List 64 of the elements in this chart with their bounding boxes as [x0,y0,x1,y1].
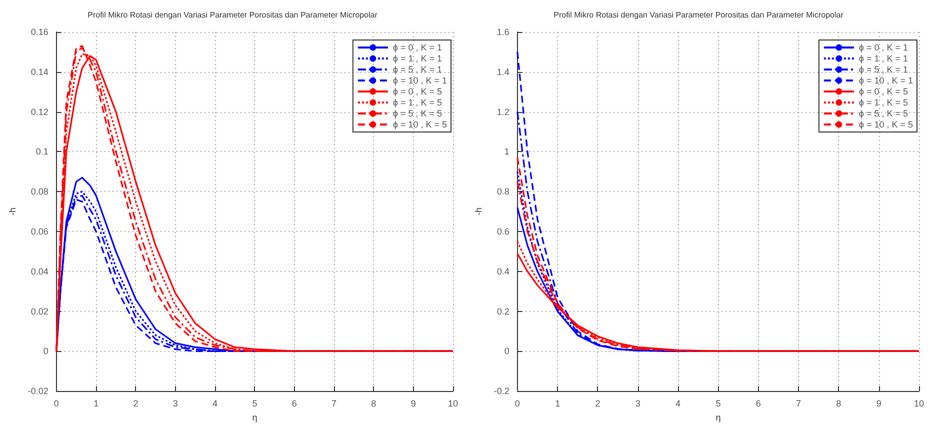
y-tick-label: 0.02 [30,306,48,316]
x-tick-label: 7 [332,398,337,409]
x-tick-label: 5 [716,398,721,409]
chart-title: Profil Mikro Rotasi dengan Variasi Parameter Porositas dan Parameter Micropolar [88,10,378,20]
legend-label: ϕ = 5 , K = 5 [392,108,442,118]
legend-label: ϕ = 1 , K = 5 [392,98,442,108]
y-tick-label: 0.14 [30,66,48,77]
legend-label: ϕ = 0 , K = 1 [858,42,908,52]
legend-label: ϕ = 10 , K = 5 [392,120,448,130]
y-axis-title: -h [8,208,18,216]
x-tick-label: 3 [172,398,178,409]
legend-label: ϕ = 5 , K = 5 [858,108,908,118]
legend-label: ϕ = 0 , K = 1 [392,42,442,52]
y-tick-label: 0.04 [30,266,48,276]
x-tick-label: 7 [796,398,802,409]
x-tick-label: 3 [635,398,640,409]
x-tick-label: 4 [676,398,681,409]
y-tick-label: 0.06 [30,226,48,236]
y-tick-label: 0 [43,346,48,356]
legend-label: ϕ = 0 , K = 5 [858,86,908,96]
x-tick-label: 10 [914,398,924,409]
y-tick-label: -0.2 [494,386,510,396]
legend-label: ϕ = 1 , K = 1 [392,54,442,64]
legend-label: ϕ = 1 , K = 5 [858,98,908,108]
x-tick-label: 4 [212,398,218,409]
x-tick-label: 2 [133,398,138,409]
x-tick-label: 6 [292,398,297,409]
y-tick-label: 0.4 [496,266,510,276]
x-tick-label: 9 [410,398,416,409]
y-tick-label: 0.8 [496,186,510,197]
x-tick-label: 0 [514,398,520,409]
x-tick-label: 9 [876,398,882,409]
y-tick-label: 1 [504,146,510,157]
x-tick-label: 10 [448,398,458,409]
y-tick-label: 0.08 [30,186,48,197]
y-tick-label: 1.4 [496,66,510,77]
legend-label: ϕ = 5 , K = 1 [392,64,442,74]
legend-label: ϕ = 0 , K = 5 [392,86,442,96]
legend-label: ϕ = 5 , K = 1 [858,64,908,74]
x-tick-label: 1 [94,398,99,409]
x-axis-title: η [716,412,721,422]
y-tick-label: 0.6 [496,226,510,236]
x-tick-label: 2 [595,398,600,409]
y-tick-label: 0.1 [36,146,48,157]
y-tick-label: 0.2 [496,306,510,316]
y-tick-label: 1.2 [496,106,510,117]
y-tick-label: 0.12 [30,106,48,117]
x-tick-label: 6 [756,398,761,409]
x-axis-title: η [252,412,258,422]
x-tick-label: 5 [252,398,258,409]
chart-title: Profil Mikro Rotasi dengan Variasi Parameter Porositas dan Parameter Micropolar [554,10,844,20]
x-tick-label: 1 [555,398,560,409]
y-tick-label: 0 [504,346,510,356]
x-tick-label: 0 [54,398,59,409]
legend-label: ϕ = 1 , K = 1 [858,54,908,64]
y-tick-label: -0.02 [28,386,48,396]
legend-label: ϕ = 10 , K = 1 [858,76,914,86]
y-tick-label: 1.6 [496,27,510,37]
x-tick-label: 8 [836,398,842,409]
x-tick-label: 8 [371,398,376,409]
legend-label: ϕ = 10 , K = 1 [392,76,448,86]
y-tick-label: 0.16 [30,27,48,37]
y-axis-title: -h [474,208,484,216]
legend-label: ϕ = 10 , K = 5 [858,120,914,130]
